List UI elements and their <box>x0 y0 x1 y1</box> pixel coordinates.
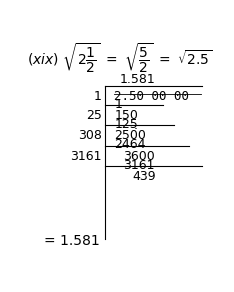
Text: $(xix)\ \sqrt{2\dfrac{1}{2}}\ =\ \sqrt{\dfrac{5}{2}}\ =\ \sqrt{2.5}$: $(xix)\ \sqrt{2\dfrac{1}{2}}\ =\ \sqrt{\… <box>27 42 213 75</box>
Text: 1: 1 <box>114 98 122 112</box>
Text: .: . <box>134 119 138 132</box>
Text: 1: 1 <box>94 90 102 103</box>
Text: 25: 25 <box>86 109 102 122</box>
Text: 1.581: 1.581 <box>120 73 156 86</box>
Text: 3161: 3161 <box>124 159 155 172</box>
Text: 150: 150 <box>114 109 138 122</box>
Text: 3161: 3161 <box>70 150 102 163</box>
Text: 2500: 2500 <box>114 129 146 142</box>
Text: 3600: 3600 <box>124 150 155 163</box>
Text: 125: 125 <box>114 118 138 131</box>
Text: 439: 439 <box>133 170 156 183</box>
Text: = 1.581: = 1.581 <box>44 234 99 248</box>
Text: 2464: 2464 <box>114 138 146 152</box>
Text: 308: 308 <box>78 129 102 142</box>
Text: 2.50 00 00: 2.50 00 00 <box>114 90 190 103</box>
